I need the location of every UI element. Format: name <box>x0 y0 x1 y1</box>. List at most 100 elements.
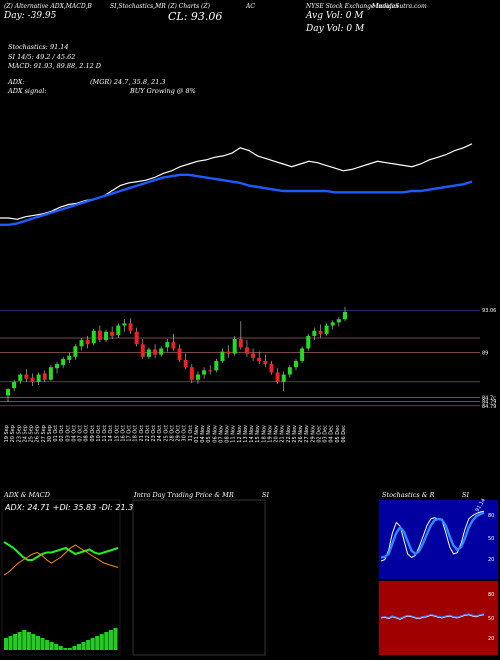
candle-body <box>275 372 280 382</box>
candle-body <box>146 349 151 357</box>
date-tick: 12 Nov <box>237 425 243 443</box>
date-tick: 21 Oct <box>139 425 145 442</box>
date-tick: 04 Oct <box>71 425 77 442</box>
candle-body <box>281 374 286 382</box>
reference-label: 89 <box>482 351 488 357</box>
date-tick: 28 Oct <box>169 425 175 442</box>
intraday-title: Intra Day Trading Price & MR <box>134 491 234 499</box>
date-tick: 22 Oct <box>145 425 151 442</box>
adx-lines <box>3 541 119 576</box>
date-tick: 21 Nov <box>280 425 286 443</box>
date-tick: 22 Nov <box>286 425 292 443</box>
date-tick: 13 Nov <box>243 425 249 443</box>
date-tick: 06 Dec <box>341 425 347 443</box>
candle-body <box>61 358 66 366</box>
date-tick: 05 Dec <box>335 425 341 443</box>
date-tick: 03 Dec <box>323 425 329 443</box>
adx-minus-di-line <box>3 544 119 576</box>
adx-signal-label: ADX signal: <box>8 87 47 95</box>
candle-body <box>251 353 256 358</box>
rsi-tick-80: 80 <box>488 592 494 598</box>
date-tick: 30 Sep <box>47 425 53 442</box>
candle-body <box>269 364 274 373</box>
candle-body <box>55 364 60 369</box>
date-tick: 27 Sep <box>41 425 47 442</box>
candle-body <box>140 344 145 357</box>
date-tick: 07 Nov <box>218 425 224 443</box>
macd-bar <box>108 630 113 650</box>
date-tick: 18 Oct <box>133 425 139 442</box>
date-tick: 02 Oct <box>59 425 65 442</box>
macd-bar <box>49 642 54 650</box>
candle-body <box>300 348 305 361</box>
macd-bar <box>104 632 109 650</box>
candle-body <box>324 325 329 334</box>
macd-bar <box>45 640 50 650</box>
candle-body <box>220 351 225 361</box>
date-tick: 07 Oct <box>78 425 84 442</box>
macd-bar <box>113 628 118 650</box>
candle-body <box>6 389 10 396</box>
macd-bar <box>90 638 95 650</box>
stochastics-readout: Stochastics: 91.14 <box>8 43 69 51</box>
date-tick: 15 Oct <box>114 425 120 442</box>
date-tick: 19 Sep <box>4 425 10 442</box>
adx-macd-title: ADX & MACD <box>4 491 50 499</box>
date-tick: 01 Nov <box>194 425 200 443</box>
stoch-tick-50: 50 <box>488 536 494 542</box>
candle-body <box>330 322 335 326</box>
date-tick: 16 Oct <box>120 425 126 442</box>
date-tick: 24 Oct <box>157 425 163 442</box>
reference-label: 84.79 <box>482 404 496 410</box>
macd-bar <box>63 648 68 650</box>
date-tick: 26 Nov <box>298 425 304 443</box>
candle-body <box>165 342 170 348</box>
date-tick: 05 Nov <box>206 425 212 443</box>
header-exchange: NYSE Stock Exchange Indices <box>306 3 399 10</box>
candle-body <box>343 311 347 320</box>
date-tick: 11 Nov <box>231 425 237 443</box>
macd-bar <box>17 632 22 650</box>
date-tick: 14 Oct <box>108 425 114 442</box>
date-tick: 01 Oct <box>53 425 59 442</box>
adx-panel-frame <box>1 499 121 656</box>
candle-body <box>73 346 78 357</box>
candle-body <box>318 330 323 334</box>
day-change: Day: -39.95 <box>4 11 57 21</box>
candle-body <box>110 331 115 336</box>
reference-label: 84.7c <box>482 395 496 401</box>
date-axis: 19 Sep 20 Sep 23 Sep 24 Sep 25 Sep 26 Sep 27 S… <box>4 425 347 443</box>
avg-volume: Avg Vol: 0 M <box>306 11 364 21</box>
date-tick: 04 Dec <box>329 425 335 443</box>
date-tick: 24 Sep <box>22 425 28 442</box>
indicator-lines <box>0 143 473 227</box>
stoch-d-line <box>380 511 485 559</box>
rsi-line <box>380 613 485 620</box>
candle-body <box>177 348 182 360</box>
date-tick: 08 Nov <box>225 425 231 443</box>
date-tick: 25 Oct <box>163 425 169 442</box>
candle-body <box>97 330 102 341</box>
date-tick: 04 Nov <box>200 425 206 443</box>
candle-body <box>128 323 133 331</box>
date-tick: 30 Oct <box>182 425 188 442</box>
rsi-tick-50: 50 <box>488 616 494 622</box>
intraday-panel-frame <box>132 499 266 656</box>
candle-body <box>257 357 262 361</box>
date-tick: 06 Nov <box>212 425 218 443</box>
date-tick: 25 Sep <box>29 425 35 442</box>
reference-label: 93.06 <box>482 308 496 314</box>
rsi-lines <box>380 613 485 620</box>
candle-body <box>85 340 90 345</box>
macd-bar <box>40 638 45 650</box>
candle-body <box>12 381 17 389</box>
candle-body <box>336 319 341 323</box>
header-line-1: (Z) Alternative ADX,MACD,B <box>4 3 92 10</box>
date-tick: 11 Oct <box>102 425 108 442</box>
header-line-1b: SI,Stochastics,MR <box>110 3 166 10</box>
date-tick: 29 Nov <box>310 425 316 443</box>
header-ticker: AC <box>246 3 255 10</box>
candle-body <box>153 349 158 355</box>
